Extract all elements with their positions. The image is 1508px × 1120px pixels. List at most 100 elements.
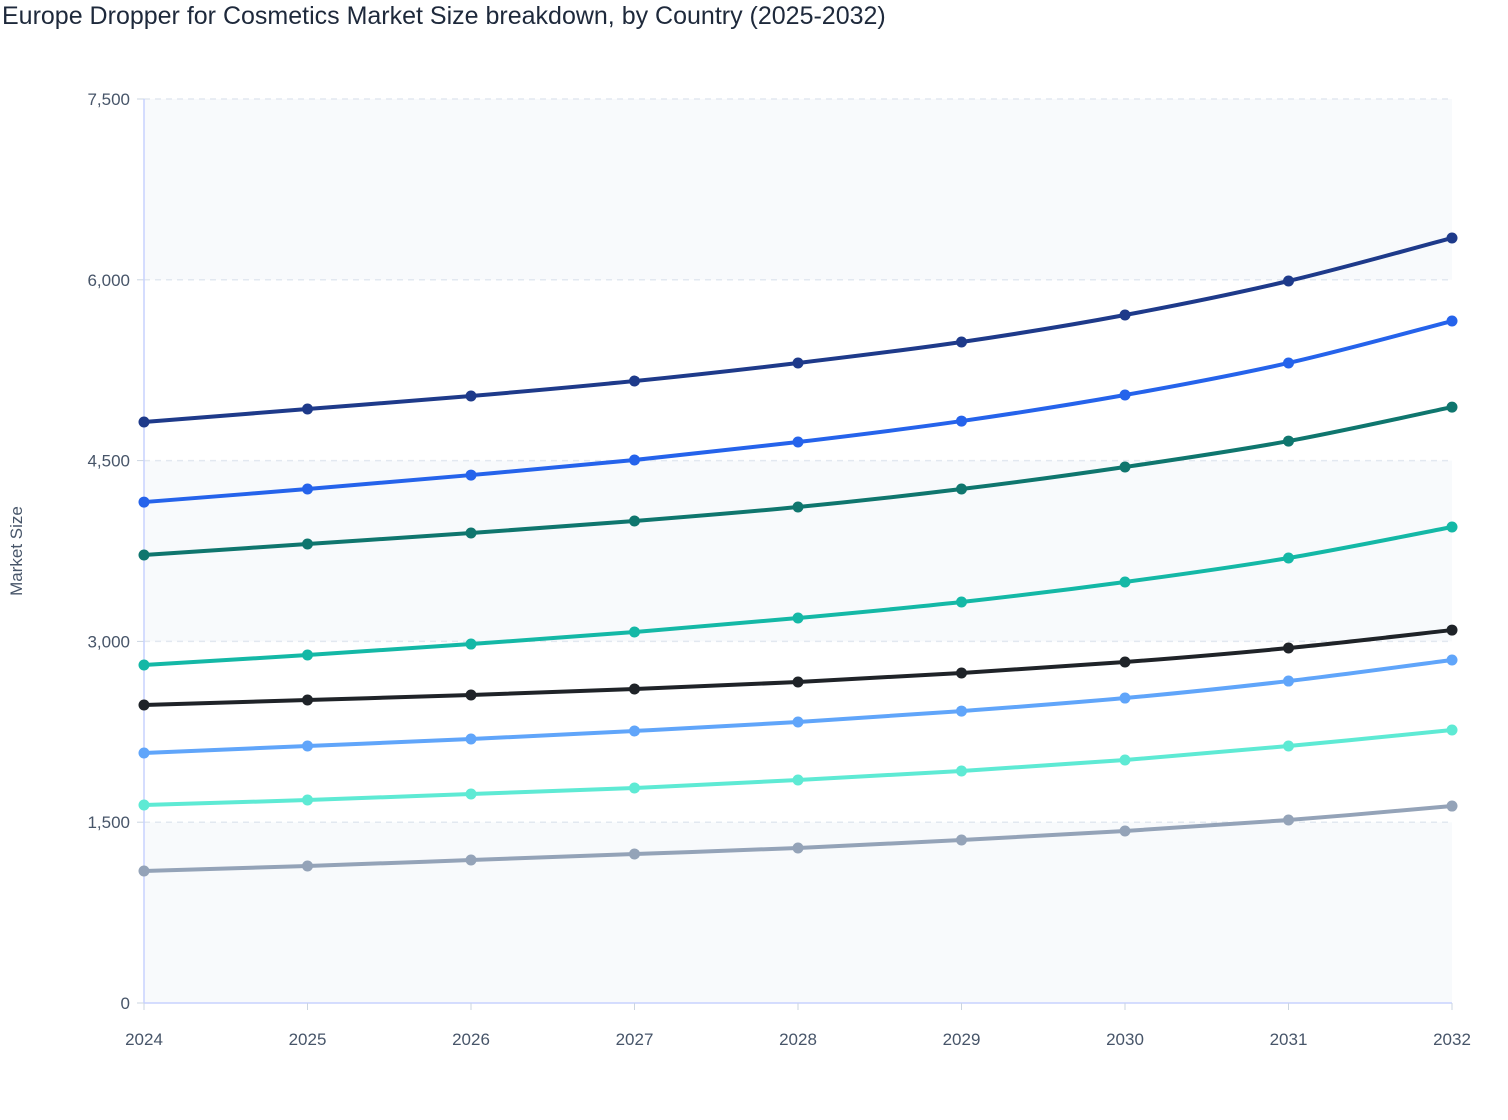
data-point bbox=[138, 659, 150, 671]
data-point bbox=[138, 699, 150, 711]
data-point bbox=[1283, 814, 1294, 826]
data-point bbox=[465, 638, 477, 650]
data-point bbox=[629, 683, 640, 695]
x-tick-label: 2029 bbox=[943, 1030, 981, 1049]
y-tick-label: 6,000 bbox=[87, 271, 130, 290]
data-point bbox=[138, 747, 150, 759]
y-axis-label: Market Size bbox=[7, 506, 26, 596]
plot-band bbox=[144, 99, 1452, 280]
data-point bbox=[629, 848, 640, 860]
data-point bbox=[138, 799, 150, 811]
data-point bbox=[792, 501, 804, 513]
data-point bbox=[629, 626, 640, 638]
series-5 bbox=[138, 624, 1458, 711]
x-tick-label: 2031 bbox=[1270, 1030, 1308, 1049]
series-7 bbox=[138, 724, 1458, 811]
data-point bbox=[465, 689, 477, 701]
data-point bbox=[629, 375, 640, 387]
data-point bbox=[302, 403, 313, 415]
series-2 bbox=[138, 315, 1458, 508]
data-point bbox=[302, 694, 313, 706]
data-point bbox=[302, 538, 313, 550]
data-point bbox=[629, 454, 640, 466]
x-tick-label: 2032 bbox=[1433, 1030, 1471, 1049]
plot-band bbox=[144, 460, 1452, 642]
data-point bbox=[302, 649, 313, 661]
data-point bbox=[1119, 825, 1131, 837]
data-point bbox=[629, 782, 640, 794]
data-point bbox=[465, 527, 477, 539]
data-point bbox=[138, 549, 150, 561]
data-point bbox=[1119, 754, 1131, 766]
data-point bbox=[138, 865, 150, 877]
data-point bbox=[1119, 692, 1131, 704]
data-point bbox=[1446, 800, 1458, 812]
series-3 bbox=[138, 401, 1458, 561]
data-point bbox=[465, 854, 477, 866]
data-point bbox=[465, 469, 477, 481]
data-point bbox=[956, 667, 967, 679]
series-8 bbox=[138, 800, 1458, 877]
data-point bbox=[465, 788, 477, 800]
data-point bbox=[792, 676, 804, 688]
data-point bbox=[1446, 521, 1458, 533]
data-point bbox=[1446, 724, 1458, 736]
x-tick-label: 2025 bbox=[289, 1030, 327, 1049]
data-point bbox=[1446, 232, 1458, 244]
data-point bbox=[1446, 315, 1458, 327]
data-point bbox=[1119, 389, 1131, 401]
chart-title: Europe Dropper for Cosmetics Market Size… bbox=[2, 2, 886, 30]
data-point bbox=[1283, 275, 1294, 287]
data-point bbox=[1446, 624, 1458, 636]
data-point bbox=[956, 483, 967, 495]
data-point bbox=[1446, 401, 1458, 413]
data-point bbox=[465, 390, 477, 402]
series-1 bbox=[138, 232, 1458, 428]
data-point bbox=[1283, 435, 1294, 447]
data-point bbox=[302, 794, 313, 806]
data-point bbox=[1119, 576, 1131, 588]
data-point bbox=[302, 860, 313, 872]
data-point bbox=[1283, 357, 1294, 369]
data-point bbox=[956, 834, 967, 846]
data-point bbox=[956, 765, 967, 777]
x-tick-label: 2028 bbox=[779, 1030, 817, 1049]
data-point bbox=[792, 612, 804, 624]
data-point bbox=[792, 357, 804, 369]
data-point bbox=[138, 416, 150, 428]
data-point bbox=[629, 725, 640, 737]
data-point bbox=[1119, 656, 1131, 668]
data-point bbox=[792, 842, 804, 854]
data-point bbox=[792, 774, 804, 786]
data-point bbox=[1283, 740, 1294, 752]
plot-band bbox=[144, 641, 1452, 823]
series-6 bbox=[138, 654, 1458, 759]
x-tick-label: 2027 bbox=[616, 1030, 654, 1049]
x-tick-label: 2030 bbox=[1106, 1030, 1144, 1049]
x-tick-label: 2024 bbox=[125, 1030, 163, 1049]
data-point bbox=[302, 483, 313, 495]
y-tick-label: 3,000 bbox=[87, 632, 130, 651]
data-point bbox=[465, 733, 477, 745]
data-point bbox=[1119, 309, 1131, 321]
data-point bbox=[956, 705, 967, 717]
series-4 bbox=[138, 521, 1458, 671]
plot-band bbox=[144, 279, 1452, 461]
data-point bbox=[792, 716, 804, 728]
data-point bbox=[1283, 675, 1294, 687]
data-point bbox=[1283, 642, 1294, 654]
y-tick-label: 0 bbox=[121, 994, 130, 1013]
y-tick-label: 1,500 bbox=[87, 813, 130, 832]
data-point bbox=[629, 515, 640, 527]
data-point bbox=[956, 336, 967, 348]
data-point bbox=[1283, 552, 1294, 564]
x-tick-label: 2026 bbox=[452, 1030, 490, 1049]
y-tick-label: 7,500 bbox=[87, 90, 130, 109]
data-point bbox=[302, 740, 313, 752]
data-point bbox=[1446, 654, 1458, 666]
data-point bbox=[956, 596, 967, 608]
data-point bbox=[1119, 461, 1131, 473]
data-point bbox=[792, 436, 804, 448]
y-tick-label: 4,500 bbox=[87, 452, 130, 471]
